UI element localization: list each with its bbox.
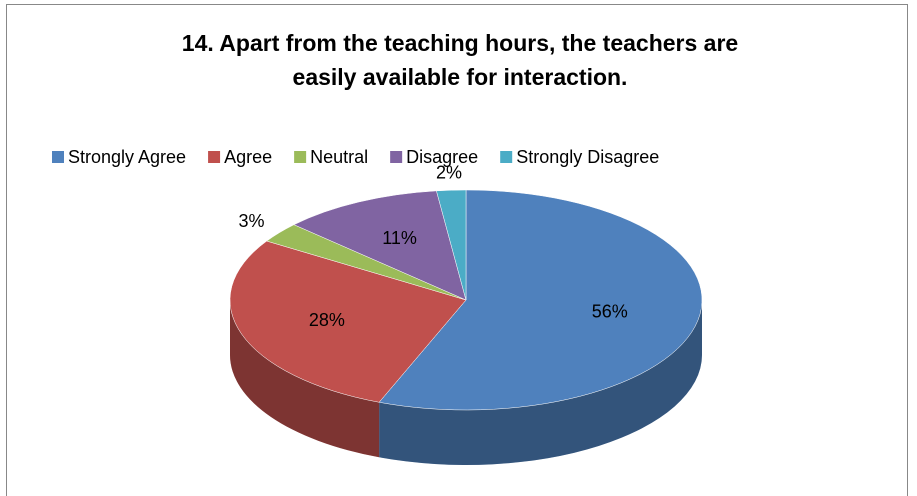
legend-swatch — [500, 151, 513, 163]
legend-swatch — [208, 151, 221, 163]
legend-label: Neutral — [310, 147, 368, 167]
legend-swatch — [294, 151, 307, 163]
slice — [293, 190, 467, 301]
data-label: 56% — [592, 302, 628, 322]
chart-frame — [6, 4, 908, 496]
legend-label: Strongly Agree — [68, 147, 186, 167]
slice — [436, 189, 467, 301]
data-label: 11% — [382, 228, 417, 248]
legend-label: Agree — [224, 147, 272, 167]
data-label: 2% — [436, 162, 462, 182]
legend-swatch — [390, 151, 403, 163]
chart-title: 14. Apart from the teaching hours, the t… — [181, 30, 739, 90]
slice-side — [229, 300, 380, 458]
legend-swatch — [52, 151, 64, 163]
slice-side — [379, 300, 702, 466]
legend-label: Disagree — [406, 147, 478, 167]
data-label: 28% — [309, 310, 345, 330]
slice — [229, 240, 467, 403]
slice-side-shade — [229, 300, 380, 458]
legend-label: Strongly Disagree — [516, 147, 659, 167]
slice — [378, 189, 703, 411]
data-label: 3% — [239, 211, 265, 231]
slice-side-shade — [379, 300, 702, 466]
